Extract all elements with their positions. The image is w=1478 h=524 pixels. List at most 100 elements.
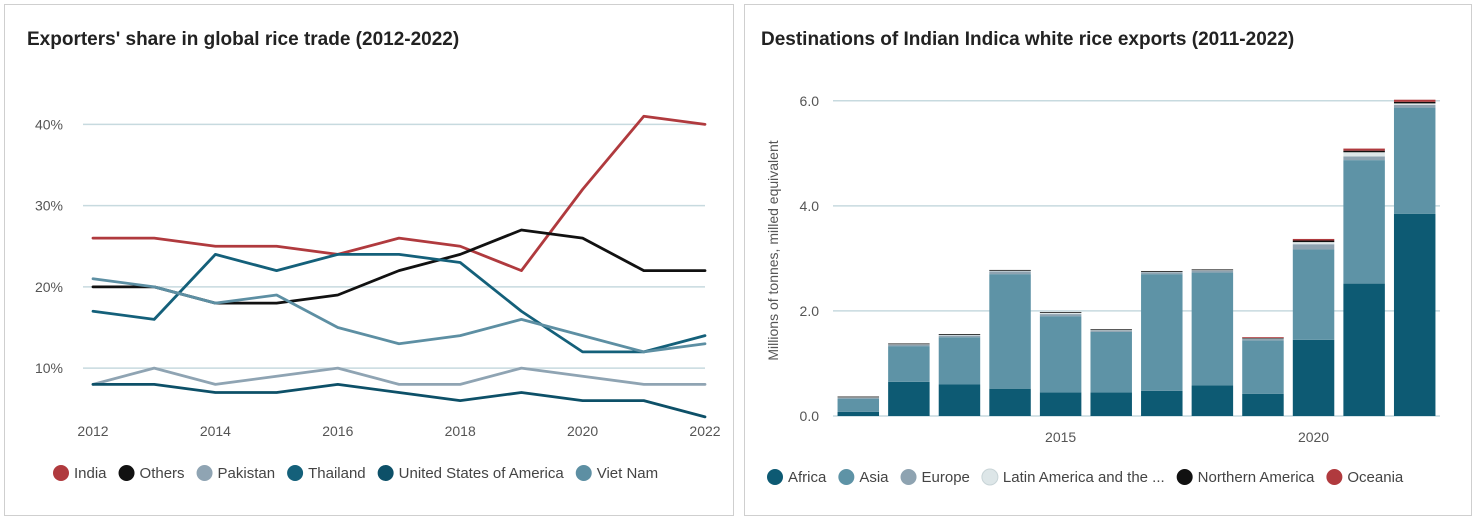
y-tick-label: 2.0 <box>800 303 820 319</box>
legend-swatch <box>377 465 394 481</box>
legend-label: United States of America <box>399 465 565 482</box>
y-tick-label: 30% <box>35 198 63 214</box>
bar-segment-europe <box>888 344 930 347</box>
series-line-thailand <box>91 252 707 354</box>
bar-segment-northern-america <box>888 343 930 345</box>
bar-segment-europe <box>837 397 880 399</box>
x-tick-label: 2012 <box>77 423 108 439</box>
legend-label: Oceania <box>1347 469 1404 486</box>
bar-segment-northern-america <box>1141 270 1183 272</box>
x-tick-label: 2020 <box>567 423 598 439</box>
legend-swatch <box>838 469 855 485</box>
bar-segment-europe <box>1393 104 1436 108</box>
bar-segment-northern-america <box>1191 269 1234 271</box>
bar-segment-latin-america-and-the <box>989 270 1031 272</box>
bar-segment-asia <box>1242 340 1284 394</box>
bar-segment-africa <box>1343 283 1385 416</box>
bar-segment-latin-america-and-the <box>1141 271 1183 273</box>
series-line-india <box>91 114 707 273</box>
legend-swatch <box>981 468 999 486</box>
y-tick-label: 40% <box>35 116 63 132</box>
bar-segment-oceania <box>1343 148 1385 151</box>
legend-label: Northern America <box>1198 469 1315 486</box>
legend-swatch <box>1176 469 1193 485</box>
bar-segment-northern-america <box>1343 150 1385 153</box>
legend-swatch <box>53 465 69 481</box>
bar-segment-northern-america <box>1393 101 1436 104</box>
bar-segment-latin-america-and-the <box>888 344 930 345</box>
bar-segment-europe <box>1039 314 1082 317</box>
x-tick-label: 2022 <box>689 423 720 439</box>
legend-swatch <box>575 465 592 481</box>
bar-segment-northern-america <box>1242 337 1284 339</box>
bar-segment-asia <box>1039 316 1082 393</box>
legend-swatch <box>900 469 917 485</box>
bar-chart-svg: 0.0 2.0 4.0 6.0 Millions of tonnes, milled e… <box>765 93 1440 486</box>
x-tick-label: 2018 <box>445 423 476 439</box>
bar-segment-asia <box>1141 274 1183 391</box>
y-tick-label: 6.0 <box>800 93 820 109</box>
bar-segment-latin-america-and-the <box>938 334 981 336</box>
bar-segment-asia <box>1090 331 1132 393</box>
legend-label: Europe <box>922 469 970 486</box>
bar-segment-latin-america-and-the <box>1292 242 1335 245</box>
bar-segment-latin-america-and-the <box>1039 312 1082 315</box>
bar-segment-asia <box>938 337 981 385</box>
bar-segment-africa <box>1242 393 1284 416</box>
bar-segment-latin-america-and-the <box>1191 269 1234 271</box>
bar-segment-africa <box>1191 385 1234 416</box>
bar-segment-asia <box>888 346 930 382</box>
bar-segment-latin-america-and-the <box>837 397 880 398</box>
bar-segment-asia <box>1191 272 1234 386</box>
bar-segment-latin-america-and-the <box>1343 152 1385 157</box>
bar-segment-oceania <box>1393 99 1436 102</box>
legend-swatch <box>196 465 213 481</box>
y-tick-label: 4.0 <box>800 198 820 214</box>
bar-segment-northern-america <box>1090 329 1132 331</box>
bar-segment-africa <box>888 381 930 416</box>
bar-segment-europe <box>989 271 1031 275</box>
bar-segment-africa <box>837 411 880 416</box>
bar-segment-africa <box>1393 213 1436 416</box>
bar-segment-asia <box>1393 107 1436 214</box>
legend-label: Pakistan <box>218 465 276 482</box>
legend-label: Asia <box>859 469 889 486</box>
x-tick-label: 2015 <box>1045 429 1076 445</box>
bar-segment-latin-america-and-the <box>1393 103 1436 105</box>
bar-segment-africa <box>1039 392 1082 416</box>
series-line-pakistan <box>91 366 707 386</box>
bar-segment-latin-america-and-the <box>1090 329 1132 331</box>
x-tick-label: 2020 <box>1298 429 1329 445</box>
line-chart-svg: 10% 20% 30% 40% 2012 2014 2016 2018 2020 2022 Indi… <box>35 114 721 482</box>
bar-segment-oceania <box>1242 337 1284 338</box>
bar-chart-title: Destinations of Indian Indica white rice… <box>761 29 1295 50</box>
legend-label: Thailand <box>308 465 366 482</box>
line-chart-panel: Exporters' share in global rice trade (2… <box>4 4 734 516</box>
series-line-viet-nam <box>91 277 707 354</box>
bar-segment-europe <box>1292 244 1335 250</box>
bar-segment-africa <box>1141 390 1183 416</box>
bar-segment-africa <box>1090 392 1132 416</box>
bar-segment-asia <box>989 274 1031 389</box>
legend-swatch <box>767 469 783 485</box>
bar-chart-panel: Destinations of Indian Indica white rice… <box>744 4 1472 516</box>
x-tick-label: 2016 <box>322 423 353 439</box>
bar-segment-africa <box>938 384 981 416</box>
bar-segment-northern-america <box>1039 311 1082 313</box>
y-tick-label: 20% <box>35 279 63 295</box>
bar-segment-asia <box>837 398 880 412</box>
y-axis-label: Millions of tonnes, milled equivalent <box>765 140 781 360</box>
legend-label: Viet Nam <box>597 465 658 482</box>
y-tick-label: 10% <box>35 360 63 376</box>
bar-segment-europe <box>938 335 981 338</box>
bar-segment-northern-america <box>938 334 981 335</box>
bar-segment-africa <box>989 388 1031 416</box>
line-chart-title: Exporters' share in global rice trade (2… <box>27 29 460 50</box>
bar-segment-northern-america <box>1292 240 1335 243</box>
bar-segment-europe <box>1090 330 1132 332</box>
bar-segment-africa <box>1292 339 1335 416</box>
y-tick-label: 0.0 <box>800 408 820 424</box>
bar-segment-northern-america <box>837 396 880 398</box>
bar-segment-asia <box>1292 249 1335 340</box>
bar-segment-northern-america <box>989 269 1031 271</box>
